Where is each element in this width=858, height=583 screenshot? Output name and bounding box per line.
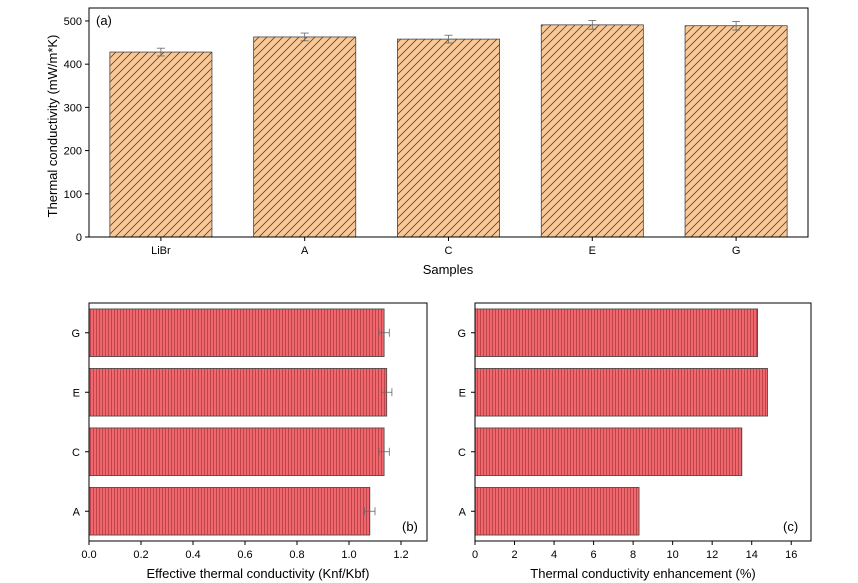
panel-b-bar — [88, 368, 388, 417]
panel-c-chart: A C E G 0 2 4 6 8 10 12 14 16 (c) Thermal conductiv… — [457, 302, 812, 581]
panel-a-x-tick-label: G — [732, 245, 741, 257]
panel-b-bar — [88, 427, 385, 476]
panel-b-y-ticks: A C E G — [71, 328, 89, 518]
panel-c-x-tick-label: 4 — [551, 549, 557, 561]
panel-b-bars — [88, 308, 388, 536]
panel-c-x-tick-label: 6 — [591, 549, 597, 561]
panel-a-y-tick-label: 100 — [64, 189, 82, 201]
panel-a-error-bars — [156, 20, 741, 57]
panel-c-x-ticks: 0 2 4 6 8 10 12 14 16 — [472, 541, 797, 561]
panel-a-error-bar — [300, 32, 309, 42]
panel-b-error-bar — [378, 447, 390, 456]
panel-b-bar — [88, 487, 371, 536]
panel-b-x-axis-title: Effective thermal conductivity (Knf/Kbf) — [146, 566, 369, 581]
panel-a-x-ticks: LiBr A C E G — [151, 237, 740, 257]
panel-b-error-bar — [381, 388, 393, 397]
panel-c-x-tick-label: 8 — [630, 549, 636, 561]
panel-b-x-tick-label: 0.8 — [289, 549, 304, 561]
panel-a-y-tick-label: 400 — [64, 59, 82, 71]
panel-a-error-bar — [156, 47, 165, 57]
panel-b-y-tick-label: E — [73, 387, 80, 399]
panel-a-bar — [253, 36, 357, 238]
panel-a-chart: 0 100 200 300 400 500 LiBr A C E G (a) Samples Th… — [45, 7, 809, 277]
panel-c-y-tick-label: A — [459, 506, 467, 518]
panel-b-chart: A C E G 0.0 0.2 0.4 0.6 0.8 1.0 1.2 (b) Effective… — [71, 302, 428, 581]
panel-c-x-tick-label: 16 — [785, 549, 797, 561]
panel-a-bars — [109, 24, 788, 238]
panel-a-error-bar — [444, 34, 453, 44]
panel-c-bar — [474, 487, 640, 536]
panel-b-x-ticks: 0.0 0.2 0.4 0.6 0.8 1.0 1.2 — [81, 541, 409, 561]
panel-b-label: (b) — [402, 519, 418, 534]
panel-a-bar — [684, 25, 788, 238]
panel-a-x-tick-label: C — [445, 245, 453, 257]
panel-a-label: (a) — [96, 13, 112, 28]
panel-c-y-tick-label: C — [458, 447, 466, 459]
panel-c-label: (c) — [783, 519, 798, 534]
panel-a-bar — [397, 38, 500, 238]
panel-b-x-tick-label: 0.6 — [237, 549, 252, 561]
panel-a-y-tick-label: 300 — [64, 102, 82, 114]
panel-a-x-tick-label: A — [301, 245, 309, 257]
panel-c-bars — [474, 308, 768, 536]
panel-c-bar — [474, 427, 743, 476]
panel-b-frame — [88, 302, 428, 542]
panel-a-y-tick-label: 500 — [64, 16, 82, 28]
panel-a-x-axis-title: Samples — [423, 262, 474, 277]
panel-b-error-bar — [364, 507, 376, 516]
panel-a-x-tick-label: LiBr — [151, 245, 171, 257]
panel-b-y-tick-label: G — [71, 328, 80, 340]
panel-c-x-tick-label: 14 — [746, 549, 758, 561]
panel-c-frame — [474, 302, 812, 542]
panel-b-x-tick-label: 1.2 — [393, 549, 408, 561]
panel-b-y-tick-label: A — [73, 506, 81, 518]
panel-b-x-tick-label: 0.2 — [133, 549, 148, 561]
panel-a-x-tick-label: E — [589, 245, 596, 257]
panel-c-y-tick-label: E — [459, 387, 466, 399]
panel-a-bar — [109, 51, 213, 238]
panel-a-bar — [540, 24, 644, 238]
panel-b-bar — [88, 308, 385, 357]
panel-a-error-bar — [588, 20, 597, 30]
panel-b-x-tick-label: 0.4 — [185, 549, 200, 561]
panel-b-y-tick-label: C — [72, 447, 80, 459]
panel-b-x-tick-label: 0.0 — [81, 549, 96, 561]
panel-c-x-axis-title: Thermal conductivity enhancement (%) — [530, 566, 755, 581]
panel-c-x-tick-label: 12 — [706, 549, 718, 561]
panel-c-y-ticks: A C E G — [457, 328, 475, 518]
panel-a-y-tick-label: 0 — [76, 232, 82, 244]
panel-a-y-tick-label: 200 — [64, 146, 82, 158]
panel-b-x-tick-label: 1.0 — [341, 549, 356, 561]
panel-a-y-axis-title: Thermal conductivity (mW/m*K) — [45, 35, 60, 218]
panel-c-y-tick-label: G — [457, 328, 466, 340]
panel-c-x-tick-label: 0 — [472, 549, 478, 561]
panel-c-bar — [474, 368, 768, 417]
panel-a-error-bar — [732, 20, 741, 31]
panel-a-y-ticks: 0 100 200 300 400 500 — [64, 16, 89, 244]
panel-b-error-bar — [378, 328, 390, 337]
panel-c-x-tick-label: 10 — [667, 549, 679, 561]
panel-c-bar — [474, 308, 759, 357]
panel-c-x-tick-label: 2 — [511, 549, 517, 561]
panel-b-error-bars — [364, 328, 393, 516]
